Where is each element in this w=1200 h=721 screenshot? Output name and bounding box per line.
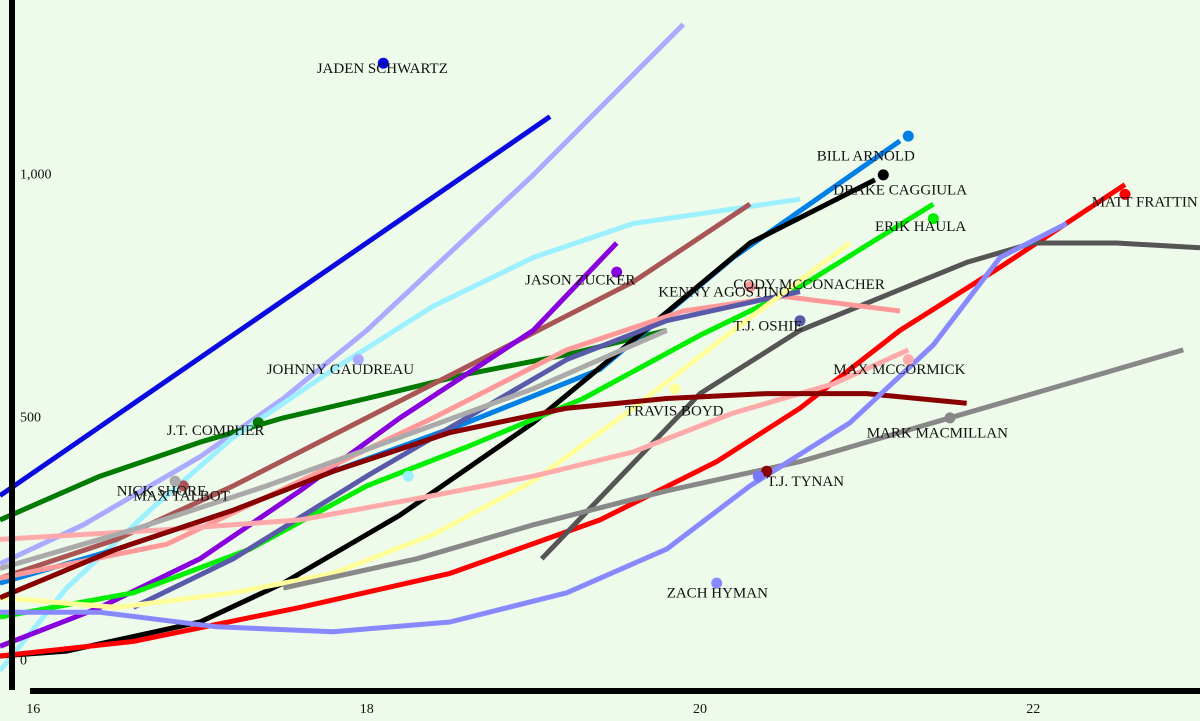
player-label: J.T. COMPHER [167, 423, 265, 439]
player-label: NICK SHORE [117, 484, 207, 500]
player-label: T.J. OSHIE [733, 318, 802, 334]
y-tick-label: 0 [20, 654, 27, 669]
annotation-labels: JADEN SCHWARTZ BILL ARNOLD DRAKE CAGGIULA M… [117, 61, 1198, 602]
series-marker [402, 470, 414, 482]
series-marker [177, 480, 189, 492]
series-marker [352, 354, 364, 366]
series-marker [711, 577, 723, 589]
series-line [539, 240, 1200, 561]
series-line [0, 240, 852, 610]
player-label: TRAVIS BOYD [625, 404, 724, 420]
player-label: MATT FRATTIN [1092, 195, 1198, 211]
player-label: KENNY AGOSTINO [658, 284, 790, 300]
player-label: ERIK HAULA [875, 219, 966, 235]
series-marker [169, 475, 181, 487]
series-marker [902, 354, 914, 366]
series-line [0, 202, 752, 581]
x-tick-label: 22 [1026, 702, 1040, 717]
player-label: T.J. TYNAN [767, 474, 845, 490]
axes [9, 0, 1200, 694]
series-line [0, 328, 668, 571]
player-label: ZACH HYMAN [667, 586, 768, 602]
series-line [132, 289, 801, 610]
player-label: BILL ARNOLD [817, 148, 915, 164]
series-marker [794, 315, 806, 327]
series-markers [169, 57, 1131, 589]
player-label: JASON ZUCKER [525, 272, 635, 288]
player-label: JADEN SCHWARTZ [317, 61, 448, 77]
series-marker [877, 169, 889, 181]
player-label: MARK MACMILLAN [867, 425, 1008, 441]
player-label: JOHNNY GAUDREAU [267, 362, 415, 378]
series-marker [902, 130, 914, 142]
series-line [0, 22, 686, 566]
series-line [0, 196, 801, 673]
player-label: MAX TALBOT [133, 489, 229, 505]
series-line [282, 347, 1184, 591]
series-lines [0, 22, 1200, 673]
y-tick-label: 1,000 [20, 168, 52, 183]
player-label: CODY MCCONACHER [733, 277, 885, 293]
player-label: MAX MCCORMICK [833, 362, 965, 378]
series-marker [252, 417, 264, 429]
series-line [0, 391, 967, 601]
series-marker [611, 266, 623, 278]
y-tick-label: 500 [20, 411, 41, 426]
series-marker [377, 57, 389, 69]
x-tick-label: 20 [693, 702, 707, 717]
tick-labels: 16 18 20 22 0 500 1,000 [20, 168, 1040, 717]
series-line [0, 114, 552, 498]
x-tick-label: 16 [26, 702, 40, 717]
series-marker [927, 213, 939, 225]
player-label: DRAKE CAGGIULA [833, 182, 967, 198]
series-marker [744, 281, 756, 293]
series-marker [761, 465, 773, 477]
series-marker [1119, 188, 1131, 200]
series-marker [944, 412, 956, 424]
series-marker [669, 383, 681, 395]
x-tick-label: 18 [360, 702, 374, 717]
series-marker [752, 470, 764, 482]
series-line [0, 221, 1068, 635]
